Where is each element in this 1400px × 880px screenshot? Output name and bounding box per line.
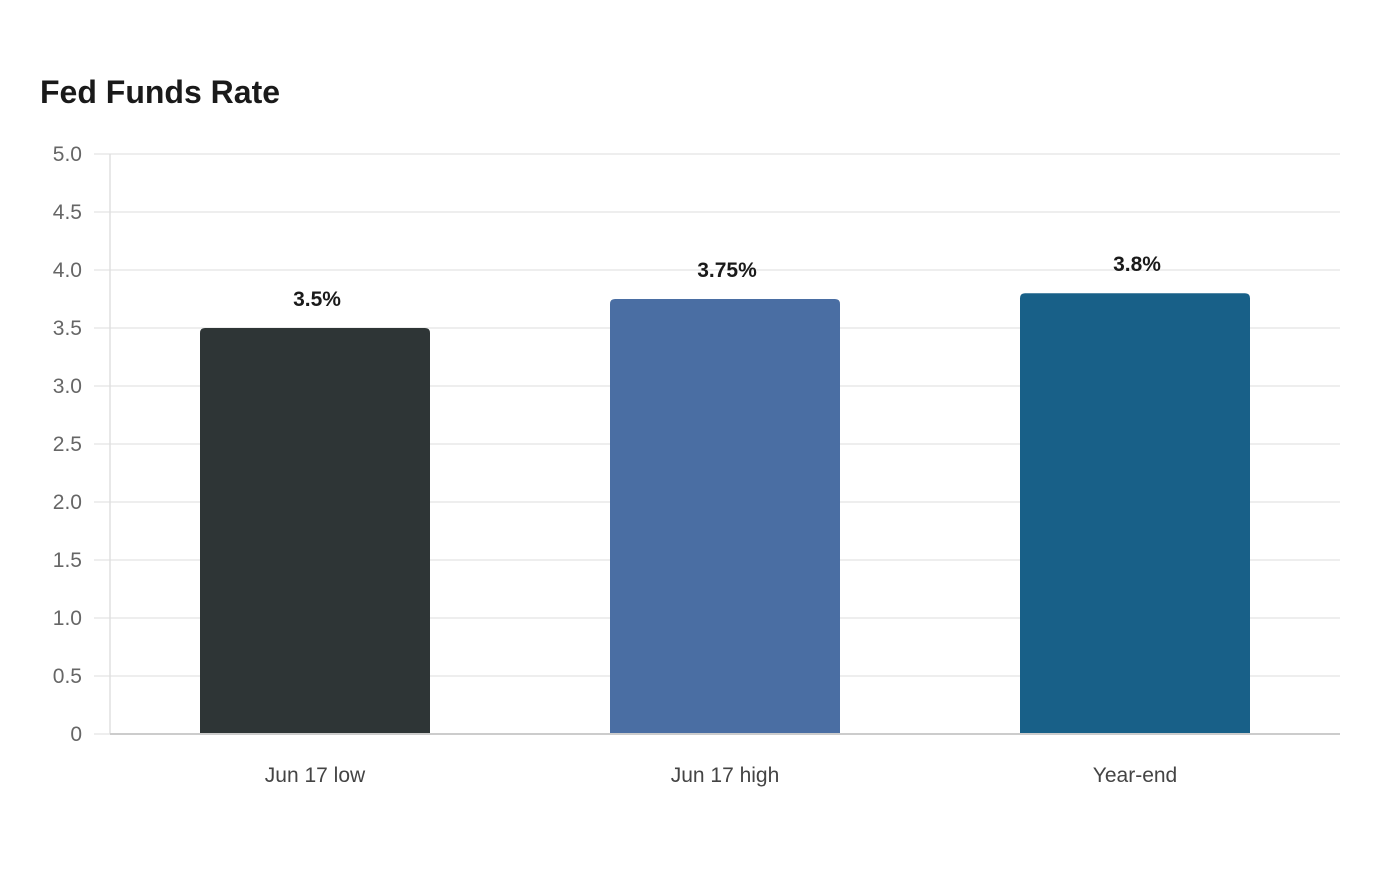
x-category-label: Year-end bbox=[1093, 764, 1177, 787]
y-tick-label: 1.0 bbox=[53, 607, 82, 630]
y-tick-label: 0 bbox=[70, 723, 82, 746]
bars bbox=[200, 293, 1250, 734]
y-tick-label: 4.5 bbox=[53, 201, 82, 224]
y-tick-label: 2.5 bbox=[53, 433, 82, 456]
y-axis-ticks: 0 0.5 1.0 1.5 2.0 2.5 3.0 3.5 4.0 4.5 5.0 bbox=[53, 143, 82, 746]
bar-jun-17-high bbox=[610, 299, 840, 734]
y-tick-label: 5.0 bbox=[53, 143, 82, 166]
chart-title: Fed Funds Rate bbox=[40, 74, 281, 110]
y-tick-label: 3.0 bbox=[53, 375, 82, 398]
x-axis-labels: Jun 17 low Jun 17 high Year-end bbox=[265, 764, 1177, 787]
bar-value-label: 3.75% bbox=[697, 259, 757, 282]
x-category-label: Jun 17 high bbox=[671, 764, 780, 787]
value-labels: 3.5% 3.75% 3.8% bbox=[293, 253, 1161, 311]
bar-jun-17-low bbox=[200, 328, 430, 734]
x-category-label: Jun 17 low bbox=[265, 764, 366, 787]
bar-year-end bbox=[1020, 293, 1250, 734]
bar-value-label: 3.5% bbox=[293, 288, 341, 311]
bar-value-label: 3.8% bbox=[1113, 253, 1161, 276]
y-tick-label: 3.5 bbox=[53, 317, 82, 340]
y-tick-label: 0.5 bbox=[53, 665, 82, 688]
y-tick-label: 1.5 bbox=[53, 549, 82, 572]
y-tick-label: 2.0 bbox=[53, 491, 82, 514]
axes bbox=[109, 154, 1340, 735]
y-tick-label: 4.0 bbox=[53, 259, 82, 282]
